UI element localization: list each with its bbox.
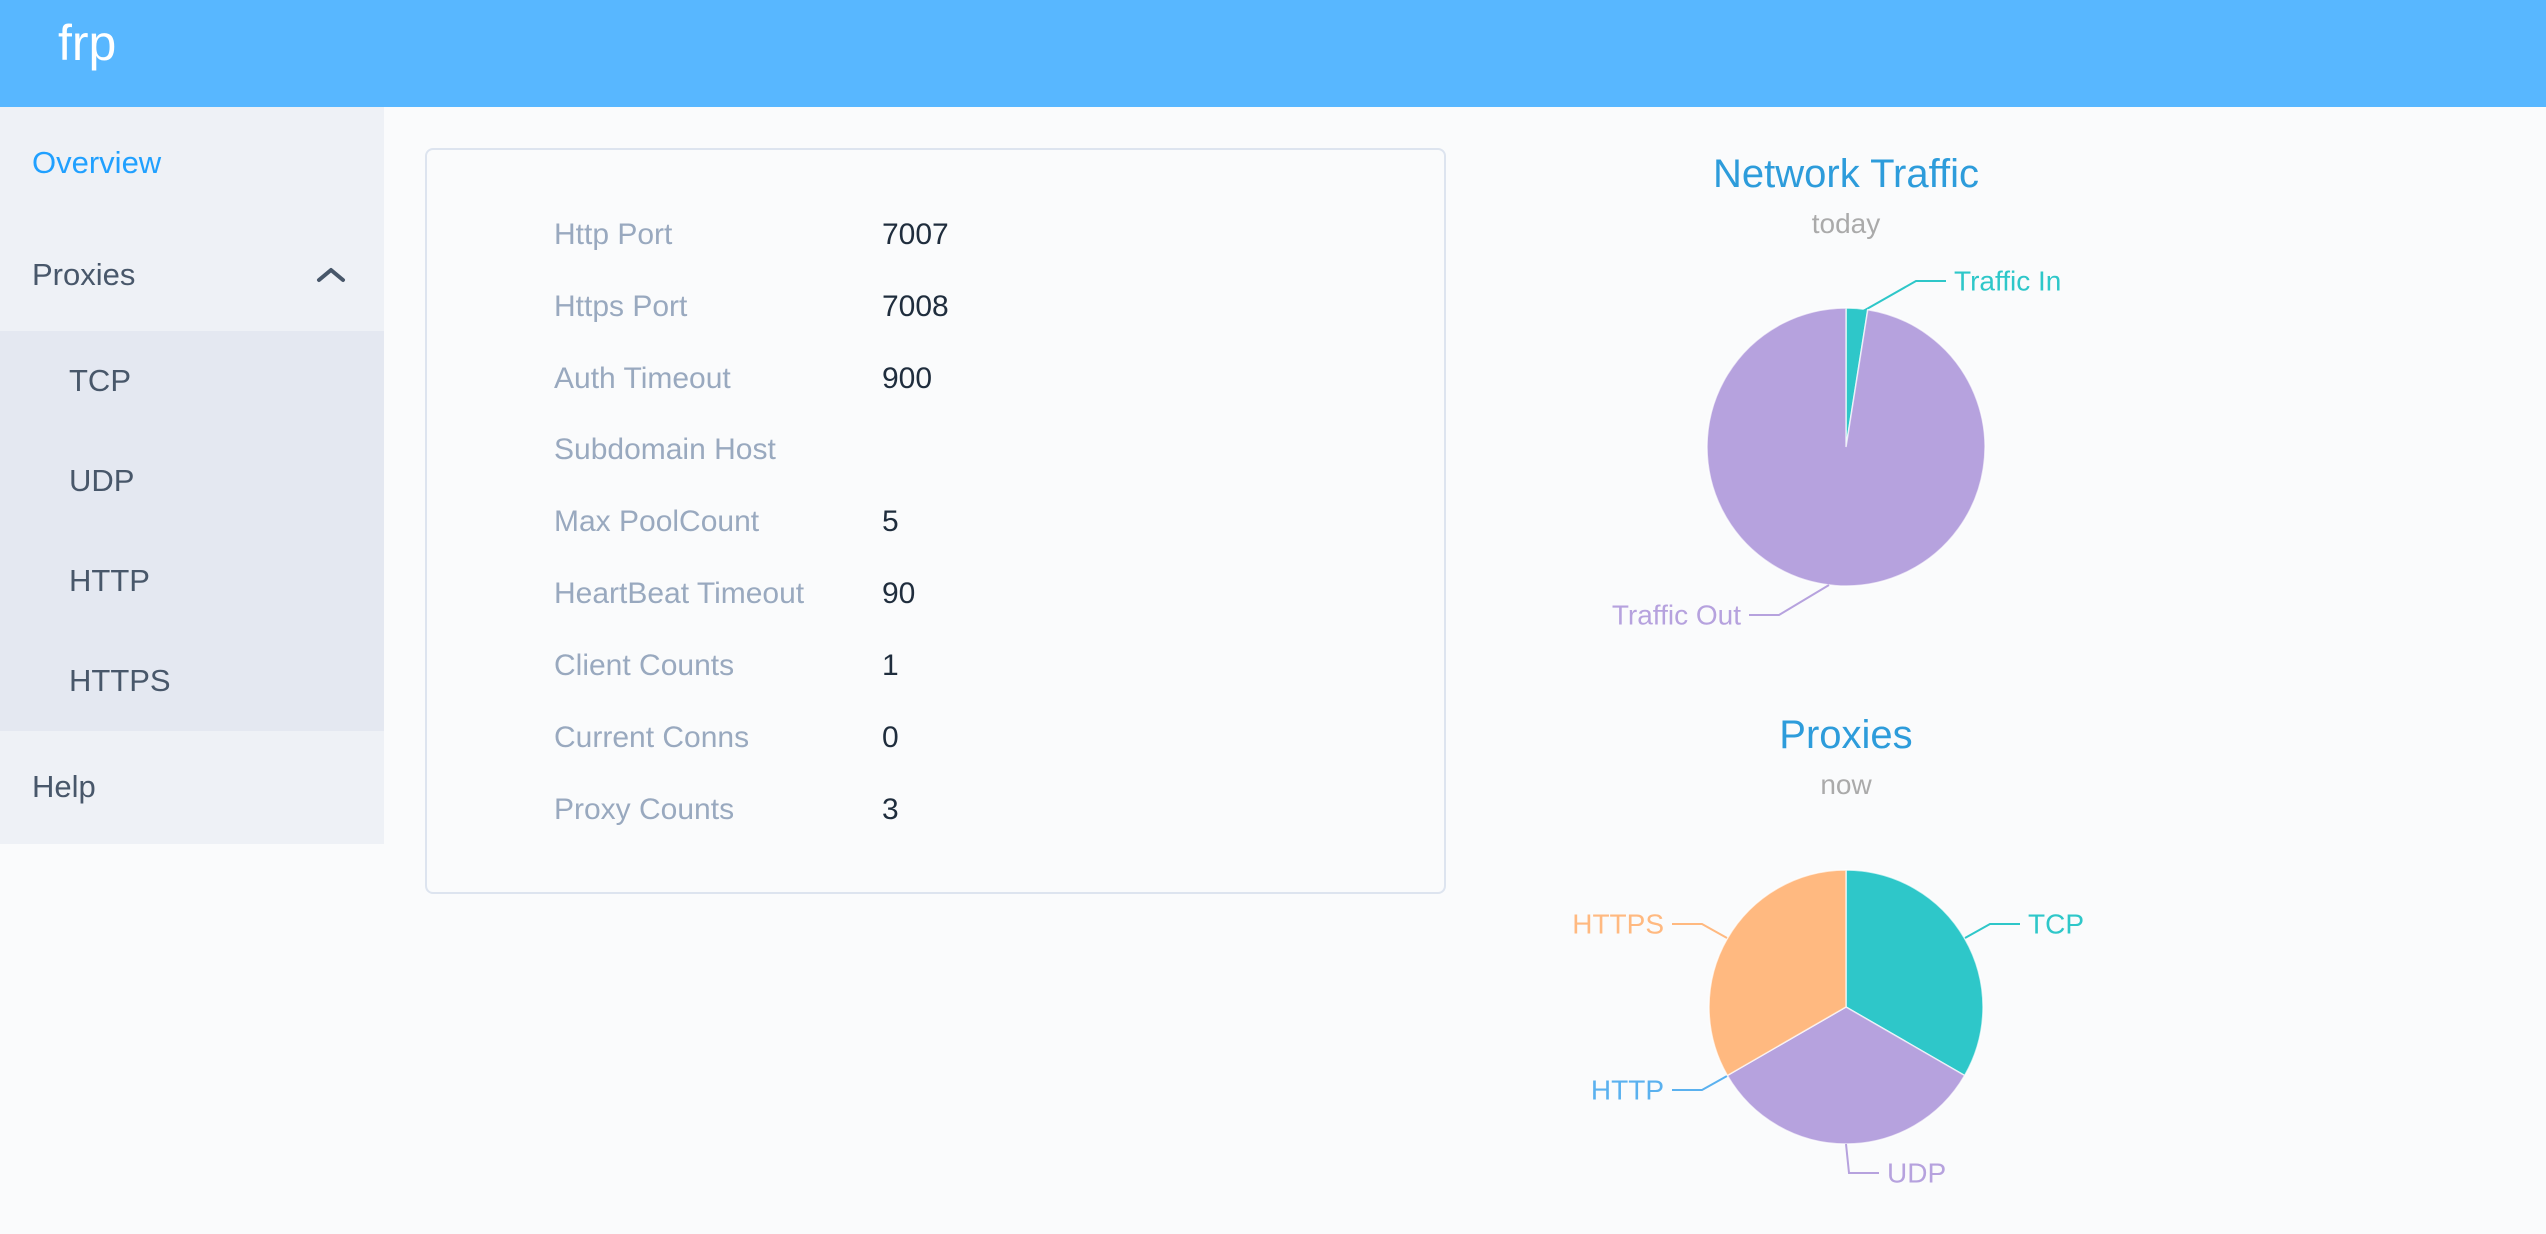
pie-slice-traffic-out[interactable] bbox=[1706, 307, 1986, 587]
info-value: 1 bbox=[882, 649, 899, 682]
info-row-current-conns: Current Conns 0 bbox=[427, 718, 1444, 758]
pie-label-line-http bbox=[1672, 1075, 1728, 1091]
sidebar-item-udp-label: UDP bbox=[69, 463, 135, 498]
info-value: 900 bbox=[882, 362, 933, 395]
info-label: Client Counts bbox=[554, 649, 735, 682]
sidebar-menu: Overview Proxies TCP UDP HTTP HTTPS Help bbox=[0, 107, 384, 844]
info-value: 7007 bbox=[882, 218, 949, 251]
header-bar: frp bbox=[0, 0, 2546, 107]
sidebar-item-udp[interactable]: UDP bbox=[0, 431, 384, 531]
info-row-heartbeat-timeout: HeartBeat Timeout 90 bbox=[427, 574, 1444, 614]
pie-slice-https[interactable] bbox=[1708, 869, 1847, 1077]
info-row-https-port: Https Port 7008 bbox=[427, 287, 1444, 327]
info-value: 90 bbox=[882, 577, 916, 610]
proxies-chart-title: Proxies bbox=[1779, 713, 1913, 757]
info-label: Proxy Counts bbox=[554, 793, 735, 826]
info-row-client-counts: Client Counts 1 bbox=[427, 646, 1444, 686]
info-value: 3 bbox=[882, 793, 899, 826]
pie-label-line-tcp bbox=[1964, 923, 2020, 939]
pie-label-http: HTTP bbox=[1591, 1075, 1664, 1106]
pie-label-traffic-out: Traffic Out bbox=[1612, 600, 1741, 631]
info-row-subdomain-host: Subdomain Host bbox=[427, 430, 1444, 470]
sidebar-submenu-proxies: TCP UDP HTTP HTTPS bbox=[0, 331, 384, 731]
sidebar-item-help[interactable]: Help bbox=[0, 731, 384, 843]
info-label: Auth Timeout bbox=[554, 362, 731, 395]
sidebar-item-https[interactable]: HTTPS bbox=[0, 631, 384, 731]
pie-label-tcp: TCP bbox=[2028, 909, 2084, 940]
sidebar-item-tcp-label: TCP bbox=[69, 363, 131, 398]
pie-slice-tcp[interactable] bbox=[1845, 869, 1984, 1077]
info-label: HeartBeat Timeout bbox=[554, 577, 805, 610]
info-label: Max PoolCount bbox=[554, 505, 760, 538]
info-row-auth-timeout: Auth Timeout 900 bbox=[427, 359, 1444, 399]
network-traffic-chart-subtitle: today bbox=[1811, 208, 1881, 239]
info-label: Https Port bbox=[554, 290, 688, 323]
sidebar-item-overview-label: Overview bbox=[32, 145, 162, 180]
pie-label-line-https bbox=[1672, 923, 1728, 939]
info-row-max-poolcount: Max PoolCount 5 bbox=[427, 502, 1444, 542]
info-row-proxy-counts: Proxy Counts 3 bbox=[427, 790, 1444, 830]
sidebar-item-proxies-label: Proxies bbox=[32, 257, 136, 292]
chevron-up-icon bbox=[317, 268, 345, 282]
pie-label-traffic-in: Traffic In bbox=[1954, 266, 2061, 297]
pie-label-udp: UDP bbox=[1887, 1158, 1946, 1189]
info-label: Http Port bbox=[554, 218, 673, 251]
info-row-http-port: Http Port 7007 bbox=[427, 215, 1444, 255]
sidebar-item-https-label: HTTPS bbox=[69, 663, 171, 698]
server-info-panel: Http Port 7007 Https Port 7008 Auth Time… bbox=[425, 148, 1446, 894]
proxies-chart-subtitle: now bbox=[1820, 769, 1872, 800]
pie-label-line-udp bbox=[1845, 1143, 1879, 1174]
sidebar-item-overview[interactable]: Overview bbox=[0, 107, 384, 219]
info-label: Subdomain Host bbox=[554, 433, 776, 466]
sidebar-item-tcp[interactable]: TCP bbox=[0, 331, 384, 431]
pie-label-line-traffic-out bbox=[1749, 584, 1830, 616]
info-value: 5 bbox=[882, 505, 899, 538]
info-label: Current Conns bbox=[554, 721, 750, 754]
info-value: 0 bbox=[882, 721, 899, 754]
sidebar-item-http-label: HTTP bbox=[69, 563, 150, 598]
pie-label-https: HTTPS bbox=[1572, 909, 1664, 940]
pie-label-line-traffic-in bbox=[1857, 280, 1946, 315]
sidebar-item-http[interactable]: HTTP bbox=[0, 531, 384, 631]
network-traffic-chart-title: Network Traffic bbox=[1713, 152, 1979, 196]
info-value: 7008 bbox=[882, 290, 949, 323]
sidebar-item-proxies[interactable]: Proxies bbox=[0, 219, 384, 331]
app-logo: frp bbox=[58, 15, 117, 71]
sidebar-item-help-label: Help bbox=[32, 769, 96, 804]
